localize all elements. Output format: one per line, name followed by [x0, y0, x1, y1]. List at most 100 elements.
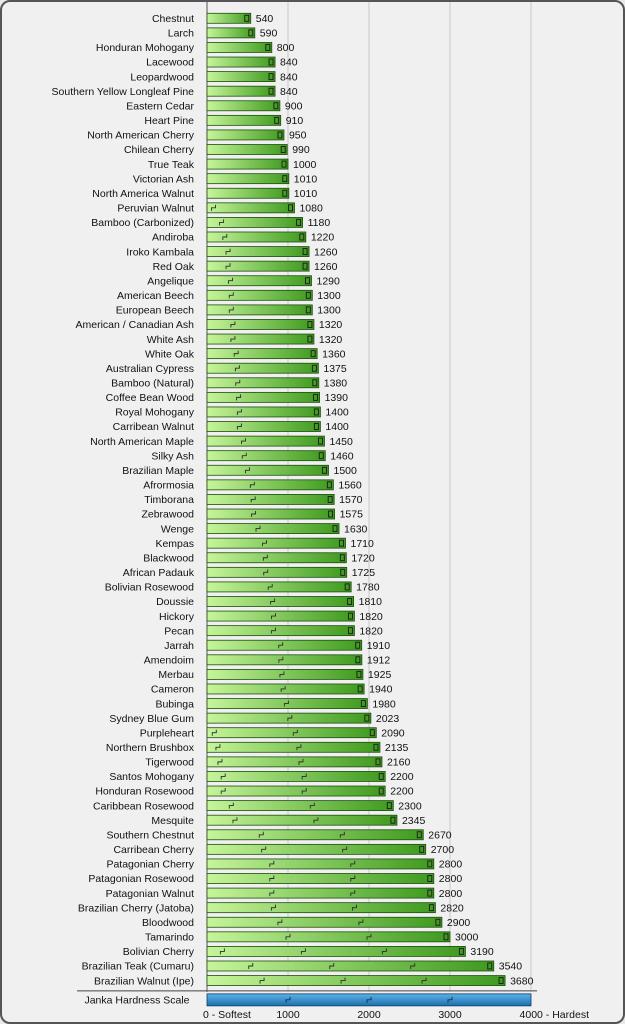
tick-label: 4000 - Hardest	[520, 1009, 590, 1021]
bar-row: Sydney Blue Gum 2023	[109, 712, 399, 725]
bar-end-marker	[265, 44, 271, 51]
bar-row: Kempas 1710	[155, 537, 374, 550]
category-label: Blackwood	[143, 552, 194, 564]
bar-break-marker	[261, 846, 267, 853]
bar-break-marker	[215, 744, 221, 751]
bar-end-marker	[419, 845, 425, 853]
bar-break-marker	[230, 321, 236, 328]
bar-end-marker	[347, 598, 353, 605]
bar-row: Mesquite 2345	[151, 814, 425, 827]
bar	[206, 377, 320, 389]
bar-row: Heart Pine 910	[144, 114, 303, 127]
bar-end-marker	[416, 831, 422, 839]
bar-break-marker	[249, 481, 255, 488]
bar-end-marker	[355, 641, 361, 649]
bar-end-marker	[326, 481, 332, 489]
bar-break-marker	[228, 306, 234, 313]
bar-break-marker	[339, 831, 345, 838]
bar	[206, 42, 273, 53]
value-label: 1290	[316, 275, 340, 287]
bar-break-marker	[245, 467, 250, 474]
value-label: 3680	[510, 975, 534, 987]
tick-label: 2000	[357, 1009, 381, 1021]
category-label: Leopardwood	[130, 71, 194, 83]
category-label: Sydney Blue Gum	[109, 713, 194, 725]
bar-break-marker	[258, 831, 264, 838]
bar-row: Merbau 1925	[158, 668, 392, 681]
bar-break-marker	[259, 977, 265, 984]
bar	[206, 450, 326, 462]
bar-break-marker	[329, 962, 335, 969]
bar-break-marker	[421, 977, 427, 984]
bar-end-marker	[373, 743, 379, 751]
bar	[206, 289, 313, 301]
bar	[206, 654, 363, 666]
value-label: 2820	[440, 902, 464, 914]
category-label: Peruvian Walnut	[117, 203, 194, 215]
bar-end-marker	[487, 962, 493, 970]
value-label: 1720	[351, 552, 375, 564]
bar-end-marker	[302, 248, 308, 256]
bar-end-marker	[369, 729, 375, 737]
bar-row: Santos Mohogany 2200	[109, 771, 414, 783]
bar	[206, 114, 282, 126]
bar-row: Red Oak 1260	[153, 260, 338, 273]
bar	[206, 231, 307, 243]
category-label: Hickory	[159, 611, 195, 623]
bar-break-marker	[279, 671, 285, 678]
bar-end-marker	[268, 87, 274, 95]
bar-end-marker	[248, 29, 254, 37]
bar-row: Timborana 1570	[144, 494, 363, 506]
bar-end-marker	[375, 758, 381, 766]
value-label: 3190	[470, 946, 494, 958]
value-label: 1925	[368, 669, 392, 681]
value-label: 2670	[428, 829, 452, 841]
bar-end-marker	[347, 612, 353, 620]
category-label: Chestnut	[152, 13, 194, 25]
value-label: 1320	[319, 334, 343, 346]
bar-break-marker	[277, 919, 283, 926]
bar	[206, 668, 364, 680]
value-label: 1260	[314, 261, 338, 273]
bar-break-marker	[350, 875, 356, 882]
category-label: African Padauk	[123, 567, 195, 579]
bar-end-marker	[443, 933, 449, 941]
bar	[206, 508, 335, 520]
value-label: 2200	[390, 786, 414, 798]
bar	[206, 931, 451, 943]
bar	[206, 406, 321, 418]
bar-break-marker	[211, 204, 216, 211]
bar-end-marker	[296, 218, 302, 226]
bar-row: Pecan 1820	[164, 625, 383, 637]
bar-end-marker	[274, 116, 280, 124]
value-label: 840	[280, 86, 298, 98]
bar-row: Southern Yellow Longleaf Pine 840	[52, 85, 298, 98]
bar	[206, 217, 303, 228]
category-label: Brazilian Walnut (Ipe)	[94, 975, 194, 987]
bar-break-marker	[366, 933, 372, 940]
bar-row: North America Walnut 1010	[92, 187, 317, 200]
bar-break-marker	[269, 860, 275, 867]
bar-break-marker	[225, 248, 231, 255]
value-label: 900	[285, 100, 303, 112]
bar-row: Carribean Cherry 2700	[113, 843, 454, 856]
value-label: 1180	[308, 217, 331, 229]
bar-break-marker	[269, 875, 275, 882]
value-label: 1940	[369, 684, 393, 696]
bar	[206, 843, 427, 855]
category-label: Southern Yellow Longleaf Pine	[52, 86, 195, 98]
bar-row: North American Maple 1450	[90, 435, 353, 448]
bar-row: White Oak 1360	[145, 348, 346, 360]
category-label: European Beech	[116, 305, 194, 317]
bar-row: Brazilian Maple 1500	[122, 464, 357, 477]
value-label: 1912	[367, 655, 391, 667]
bar-break-marker	[351, 904, 357, 911]
bar	[206, 173, 290, 185]
bar-break-marker	[301, 773, 307, 780]
value-label: 2800	[439, 888, 463, 900]
bar-end-marker	[277, 131, 283, 139]
bar-row: True Teak 1000	[148, 158, 317, 171]
bar-break-marker	[236, 394, 242, 401]
bar-end-marker	[313, 423, 319, 430]
bar-row: Chestnut 540	[152, 12, 273, 25]
